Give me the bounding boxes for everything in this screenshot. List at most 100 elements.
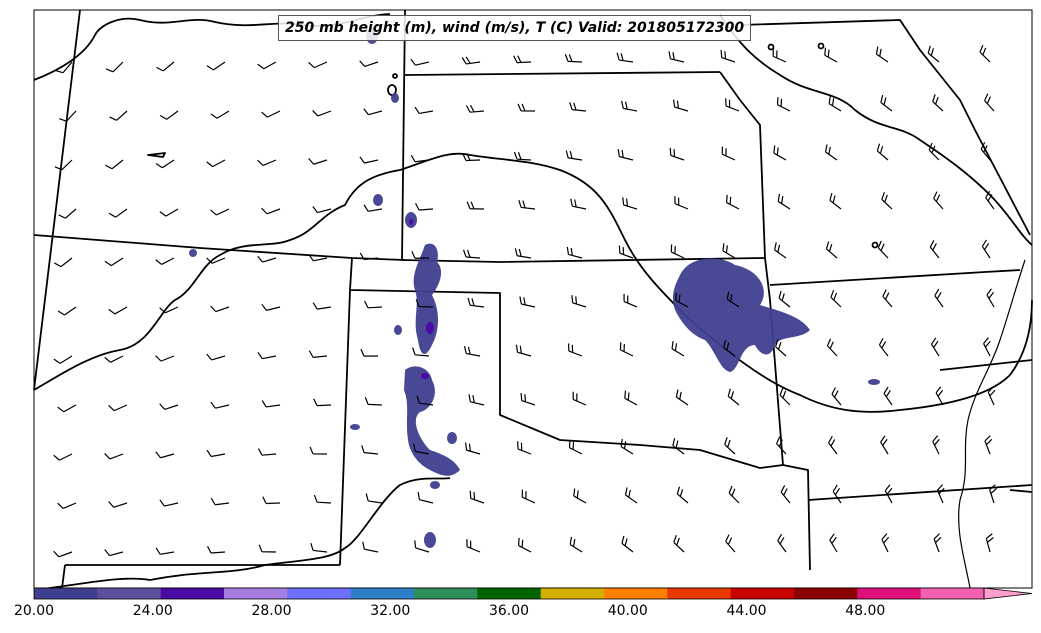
wind-barb [934,288,944,308]
wind-barb [828,95,842,112]
wind-barb [513,151,532,161]
wind-barb [571,295,587,308]
wind-barb [261,207,281,215]
wind-barb [58,208,77,219]
wind-barb [210,305,230,313]
colorbar-tick-label: 36.00 [488,603,530,619]
wind-barb [410,154,430,163]
wind-barb [826,338,838,357]
wind-barb [727,388,740,406]
wind-barb [672,438,685,455]
state-border [764,257,811,571]
wind-barb [824,47,838,63]
wind-barb [258,544,277,553]
wind-barb [824,144,838,161]
wind-barb [59,110,77,122]
wind-barb [726,291,740,308]
wind-barb [210,110,230,119]
wind-barb [364,397,383,406]
wind-barb [621,535,634,553]
colorbar-tick-label: 48.00 [845,603,886,619]
temperature-shading-warm [409,219,434,379]
wind-barb [773,145,787,161]
wind-barb [669,147,685,161]
wind-barb [308,61,328,69]
wind-barb [772,48,787,63]
wind-barb [986,288,995,308]
wind-barb [828,435,838,455]
wind-barb [465,104,485,113]
temp-blob [404,366,460,476]
wind-barb [414,540,430,553]
wind-barb [876,143,889,161]
wind-barb [206,61,226,71]
wind-barb [981,239,991,259]
wind-barb [210,208,230,216]
wind-barb [875,46,889,63]
wind-barb [155,355,175,362]
wind-barb [360,348,379,357]
wind-barb [159,403,179,411]
colorbar-segment [350,588,415,599]
wind-barb [831,387,842,406]
wind-barb [933,191,944,210]
lake-outline [392,73,398,79]
wind-barb [565,150,583,161]
wind-barb [412,347,430,357]
wind-barb [53,355,73,364]
temp-blob [430,481,440,489]
wind-barb [675,292,689,308]
wind-barb [308,158,328,165]
wind-barb [310,542,328,553]
wind-barb [567,343,583,357]
wind-barb [513,55,532,64]
colorbar-segment [160,588,225,599]
wind-barb [108,306,128,315]
wind-barb [928,142,940,161]
wind-barb [361,445,379,455]
colorbar-segment [920,588,985,599]
wind-barb [932,94,944,112]
wind-barb [104,257,124,267]
colorbar-segment [730,588,795,599]
wind-barb [721,146,736,161]
wind-barb [622,197,638,210]
colorbar-segment [97,588,162,599]
wind-barb [568,440,583,455]
wind-barb [564,54,583,63]
wind-barb [884,484,893,504]
wind-barb [572,391,587,406]
wind-barb [881,192,893,210]
wind-barb [417,492,434,504]
lake-outline [767,43,775,51]
wind-barb [521,489,536,504]
wind-barb [777,533,787,553]
wind-barb [55,61,73,74]
colorbar-segment [794,588,858,599]
colorbar-segment [414,588,478,599]
wind-barb [514,248,532,259]
map-frame [33,9,1033,589]
wind-barb [261,110,281,118]
wind-barb [624,487,638,504]
temp-blob [672,258,810,372]
colorbar-segment [667,588,732,599]
wind-barb [469,490,485,504]
temp-blob [350,424,360,430]
wind-barb [206,353,226,361]
state-border [769,269,1021,286]
wind-barb [466,201,485,210]
wind-barb [673,535,685,553]
wind-barb [935,386,944,406]
wind-barb [779,387,791,406]
wind-barb [313,494,332,504]
wind-barbs [53,44,997,558]
wind-barb [829,192,842,210]
wind-barb [777,193,791,210]
wind-barb [880,435,889,455]
wind-barb [108,208,128,218]
state-border [61,564,66,589]
state-border [33,234,406,261]
wind-barb [359,156,379,164]
wind-barb [363,204,383,212]
